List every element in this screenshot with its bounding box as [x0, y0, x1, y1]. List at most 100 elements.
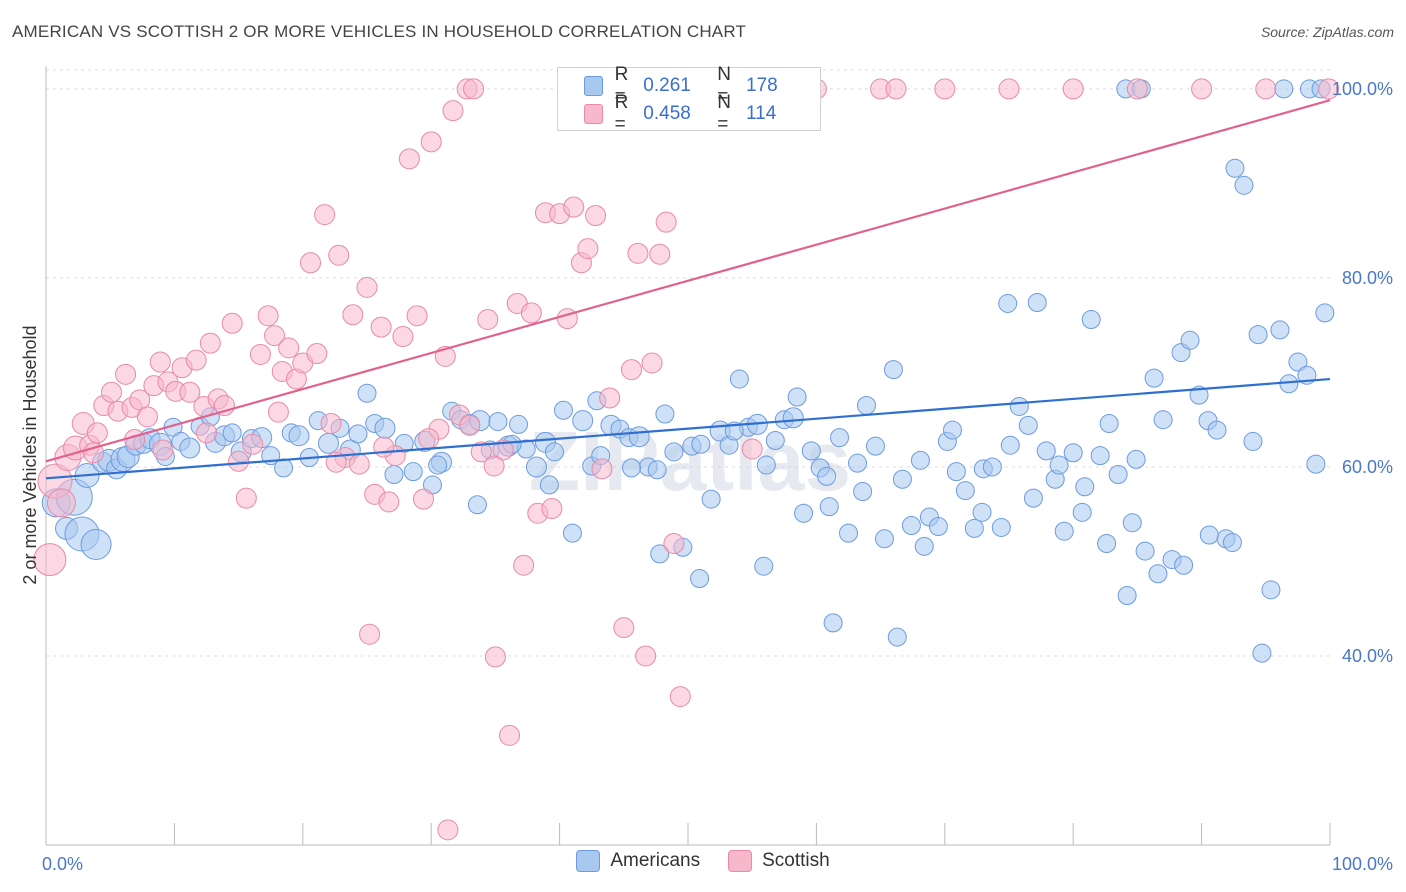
scottish-point — [541, 498, 563, 520]
americans-point — [1225, 158, 1245, 178]
scottish-point — [328, 244, 350, 266]
americans-point — [553, 400, 573, 420]
americans-point — [823, 613, 843, 633]
americans-point — [817, 466, 837, 486]
americans-point — [1153, 410, 1173, 430]
americans-point — [754, 556, 774, 576]
americans-point — [1306, 454, 1326, 474]
scottish-point — [470, 441, 492, 463]
scottish-point — [1191, 78, 1213, 100]
americans-point — [982, 457, 1002, 477]
scottish-point — [663, 533, 685, 555]
scottish-point — [621, 359, 643, 381]
scottish-point — [152, 439, 174, 461]
scottish-point — [370, 316, 392, 338]
scottish-point — [136, 406, 158, 428]
americans-point — [928, 516, 948, 536]
americans-point — [467, 495, 487, 515]
scottish-point — [520, 302, 542, 324]
scottish-point — [86, 422, 108, 444]
legend-item-scottish[interactable]: Scottish — [728, 850, 830, 872]
americans-point — [664, 442, 684, 462]
americans-point — [288, 425, 310, 447]
scottish-point — [741, 438, 763, 460]
legend-row-scottish: R = 0.458 N = 114 — [584, 92, 820, 135]
americans-point — [729, 369, 749, 389]
americans-point — [847, 453, 867, 473]
scottish-point — [483, 455, 505, 477]
legend-n-value-scottish: 114 — [746, 103, 777, 124]
y-tick-label: 40.0% — [1342, 646, 1393, 666]
scottish-point — [149, 351, 171, 373]
americans-point — [892, 469, 912, 489]
americans-point — [1252, 643, 1272, 663]
americans-point — [650, 544, 670, 564]
scottish-point — [221, 312, 243, 334]
americans-point — [374, 417, 396, 439]
scottish-point — [228, 450, 250, 472]
scottish-point — [613, 617, 635, 639]
americans-point — [525, 456, 547, 478]
americans-point — [628, 426, 650, 448]
americans-trendline — [45, 377, 1331, 480]
scottish-point — [342, 304, 364, 326]
scottish-point — [556, 308, 578, 330]
scottish-point — [484, 646, 506, 668]
legend-r-label: R = — [614, 92, 629, 135]
americans-point — [1075, 477, 1095, 497]
americans-point — [998, 293, 1018, 313]
americans-point — [1063, 443, 1083, 463]
scottish-point — [1062, 78, 1084, 100]
legend-label-scottish: Scottish — [762, 850, 830, 871]
americans-point — [690, 568, 710, 588]
americans-point — [1288, 352, 1308, 372]
americans-point — [1097, 534, 1117, 554]
scottish-point — [641, 352, 663, 374]
scottish-point — [563, 196, 585, 218]
legend-item-americans[interactable]: Americans — [576, 850, 700, 872]
legend-n-label: N = — [717, 92, 732, 135]
americans-point — [1099, 413, 1119, 433]
americans-point — [1122, 513, 1142, 533]
americans-point — [357, 383, 377, 403]
scottish-point — [635, 645, 657, 667]
scottish-point — [406, 305, 428, 327]
americans-point — [964, 518, 984, 538]
scottish-point — [412, 488, 434, 510]
americans-point — [1108, 465, 1128, 485]
americans-point — [701, 489, 721, 509]
americans-point — [1117, 585, 1137, 605]
legend-swatch-scottish — [584, 104, 603, 124]
scottish-point — [100, 381, 122, 403]
americans-point — [179, 437, 201, 459]
scottish-point — [33, 543, 67, 577]
y-axis-title: 2 or more Vehicles in Household — [20, 325, 40, 584]
americans-point — [647, 460, 667, 480]
scottish-point — [373, 436, 395, 458]
scottish-point — [585, 205, 607, 227]
legend-swatch-scottish — [728, 850, 753, 872]
scottish-point — [196, 422, 217, 444]
americans-point — [1222, 533, 1242, 553]
scottish-point — [442, 100, 464, 122]
scottish-point — [306, 343, 328, 365]
scottish-point — [437, 819, 459, 841]
americans-point — [794, 503, 814, 523]
scottish-point — [1318, 78, 1340, 100]
americans-point — [403, 462, 423, 482]
scottish-point — [499, 724, 521, 746]
americans-point — [756, 455, 776, 475]
americans-point — [1023, 488, 1043, 508]
americans-point — [819, 497, 839, 517]
legend-swatch-americans — [576, 850, 601, 872]
americans-point — [1180, 330, 1200, 350]
americans-point — [874, 529, 894, 549]
americans-point — [1072, 502, 1092, 522]
scottish-point — [398, 148, 420, 170]
americans-point — [1009, 396, 1029, 416]
legend-r-value-scottish: 0.458 — [643, 103, 691, 124]
scottish-point — [46, 488, 76, 518]
americans-point — [1036, 441, 1056, 461]
americans-point — [901, 516, 921, 536]
americans-point — [1248, 325, 1268, 345]
